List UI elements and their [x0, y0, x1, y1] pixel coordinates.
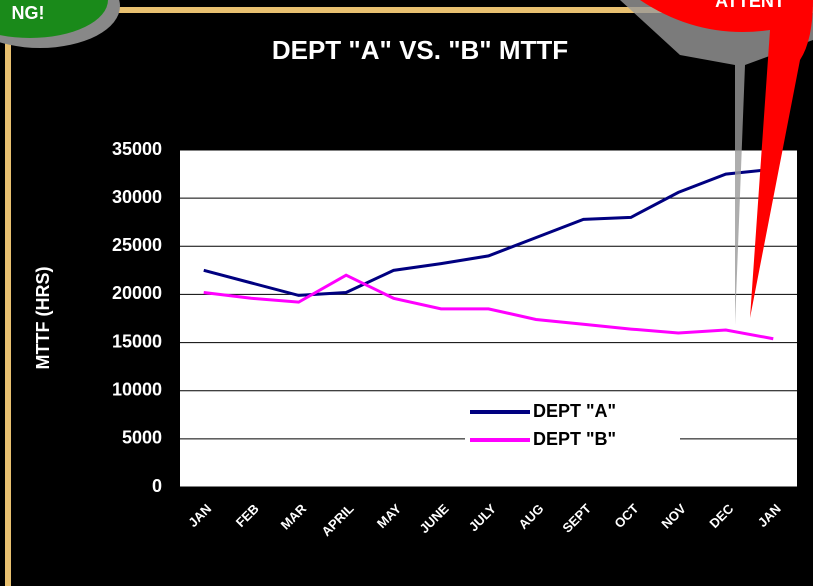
- y-tick-label: 30000: [112, 187, 162, 207]
- y-axis-label: MTTF (HRS): [33, 267, 53, 370]
- chart-title: DEPT "A" VS. "B" MTTF: [272, 35, 568, 65]
- legend-label: DEPT "A": [533, 401, 616, 421]
- y-tick-label: 35000: [112, 139, 162, 159]
- badge-text: NG!: [12, 3, 45, 23]
- legend-label: DEPT "B": [533, 429, 616, 449]
- y-tick-label: 0: [152, 476, 162, 496]
- y-tick-label: 20000: [112, 283, 162, 303]
- y-tick-label: 15000: [112, 331, 162, 351]
- callout-text: ATTENT: [715, 0, 785, 11]
- y-tick-label: 10000: [112, 379, 162, 399]
- y-tick-label: 5000: [122, 428, 162, 448]
- slide: NG! DEPT "A" VS. "B" MTTF MTTF (HRS) 0 50…: [0, 0, 813, 586]
- y-tick-label: 25000: [112, 235, 162, 255]
